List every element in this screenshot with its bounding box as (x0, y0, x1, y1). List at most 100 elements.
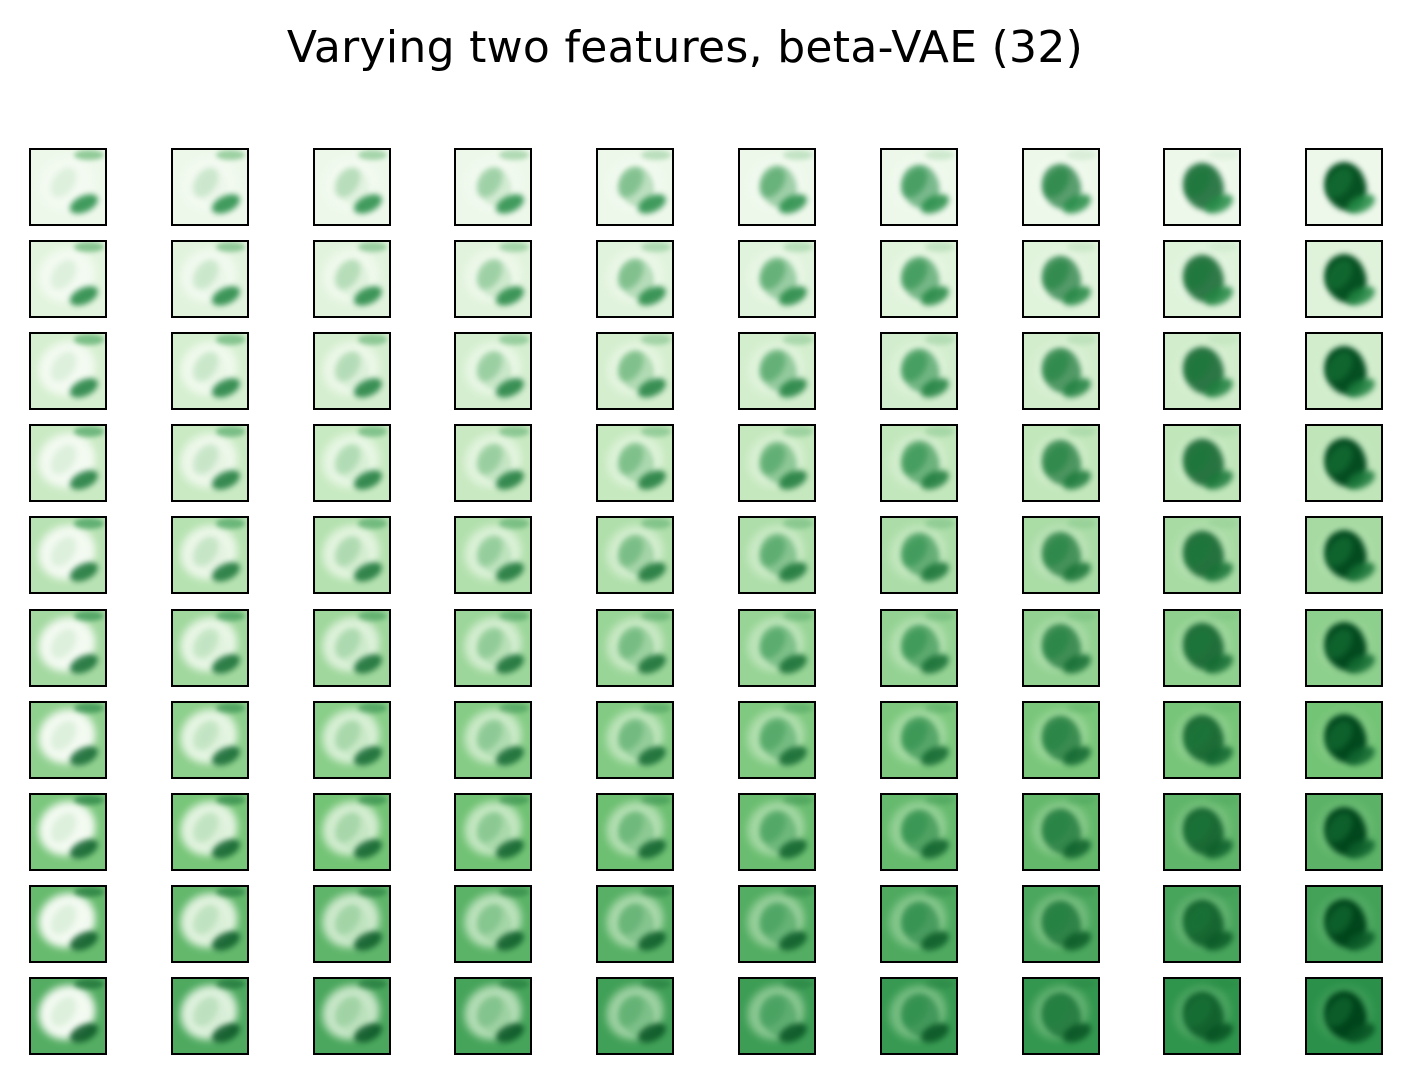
reconstruction-image (879, 240, 958, 319)
image-top-shade (924, 426, 955, 437)
reconstruction-image (879, 608, 958, 687)
image-top-shade (782, 886, 813, 898)
image-top-shade (73, 518, 104, 529)
reconstruction-image (29, 332, 107, 411)
image-top-shade (782, 334, 813, 345)
reconstruction-image (29, 516, 107, 595)
image-top-shade (215, 610, 246, 621)
reconstruction-image (454, 700, 533, 779)
reconstruction-image (29, 792, 107, 871)
image-top-shade (641, 426, 671, 437)
image-top-shade (641, 978, 671, 990)
image-top-shade (1066, 426, 1097, 437)
reconstruction-image (596, 148, 675, 226)
reconstruction-image (1021, 884, 1100, 963)
image-top-shade (782, 242, 813, 253)
image-top-shade (924, 886, 955, 898)
image-top-shade (1208, 334, 1238, 345)
reconstruction-image (738, 976, 816, 1055)
image-top-shade (1066, 978, 1097, 990)
reconstruction-image (738, 424, 816, 503)
reconstruction-image (454, 424, 533, 503)
reconstruction-image (312, 424, 391, 503)
image-top-shade (782, 610, 813, 621)
image-top-shade (641, 334, 671, 345)
reconstruction-image (1163, 608, 1242, 687)
reconstruction-image (170, 240, 249, 319)
image-top-shade (782, 426, 813, 437)
reconstruction-image (1163, 700, 1242, 779)
image-top-shade (357, 426, 388, 437)
image-top-shade (924, 242, 955, 253)
image-top-shade (73, 334, 104, 345)
image-top-shade (215, 794, 246, 806)
reconstruction-image (1305, 608, 1384, 687)
reconstruction-image (1305, 700, 1384, 779)
figure-title: Varying two features, beta-VAE (32) (286, 22, 1084, 73)
reconstruction-image (738, 516, 816, 595)
reconstruction-image (454, 240, 533, 319)
image-top-shade (73, 150, 104, 161)
image-top-shade (641, 518, 671, 529)
image-top-shade (1066, 610, 1097, 621)
reconstruction-image (312, 148, 391, 226)
image-top-shade (1066, 334, 1097, 345)
reconstruction-image (29, 976, 107, 1055)
image-top-shade (357, 886, 388, 898)
image-top-shade (215, 518, 246, 529)
reconstruction-image (596, 424, 675, 503)
reconstruction-image (454, 148, 533, 226)
reconstruction-image (312, 240, 391, 319)
reconstruction-image (596, 976, 675, 1055)
image-top-shade (73, 978, 104, 990)
reconstruction-image (170, 148, 249, 226)
reconstruction-image (454, 976, 533, 1055)
image-top-shade (1208, 794, 1238, 806)
image-top-shade (641, 610, 671, 621)
image-top-shade (1066, 794, 1097, 806)
reconstruction-image (312, 792, 391, 871)
reconstruction-image (1163, 976, 1242, 1055)
reconstruction-image (1305, 424, 1384, 503)
reconstruction-image (454, 332, 533, 411)
reconstruction-image (1305, 516, 1384, 595)
reconstruction-image (29, 424, 107, 503)
image-top-shade (641, 150, 671, 161)
image-top-shade (1208, 518, 1238, 529)
image-top-shade (641, 794, 671, 806)
reconstruction-image (29, 240, 107, 319)
reconstruction-image (879, 332, 958, 411)
reconstruction-image (1305, 792, 1384, 871)
image-top-shade (1208, 978, 1238, 990)
image-top-shade (499, 794, 529, 806)
reconstruction-image (738, 608, 816, 687)
reconstruction-image (738, 792, 816, 871)
image-top-shade (782, 150, 813, 161)
reconstruction-image (1021, 792, 1100, 871)
image-top-shade (924, 150, 955, 161)
reconstruction-image (170, 700, 249, 779)
image-top-shade (924, 518, 955, 529)
reconstruction-image (738, 700, 816, 779)
reconstruction-image (454, 516, 533, 595)
reconstruction-image (170, 976, 249, 1055)
reconstruction-image (1163, 792, 1242, 871)
image-top-shade (924, 610, 955, 621)
image-top-shade (73, 702, 104, 713)
image-top-shade (641, 886, 671, 898)
image-top-shade (215, 150, 246, 161)
reconstruction-image (1163, 424, 1242, 503)
reconstruction-image (879, 424, 958, 503)
reconstruction-image (170, 332, 249, 411)
image-top-shade (1066, 150, 1097, 161)
reconstruction-image (879, 700, 958, 779)
reconstruction-image (738, 332, 816, 411)
image-top-shade (73, 426, 104, 437)
image-top-shade (73, 242, 104, 253)
reconstruction-image (170, 608, 249, 687)
image-top-shade (215, 886, 246, 898)
image-top-shade (1066, 518, 1097, 529)
reconstruction-image (170, 884, 249, 963)
reconstruction-image (312, 976, 391, 1055)
